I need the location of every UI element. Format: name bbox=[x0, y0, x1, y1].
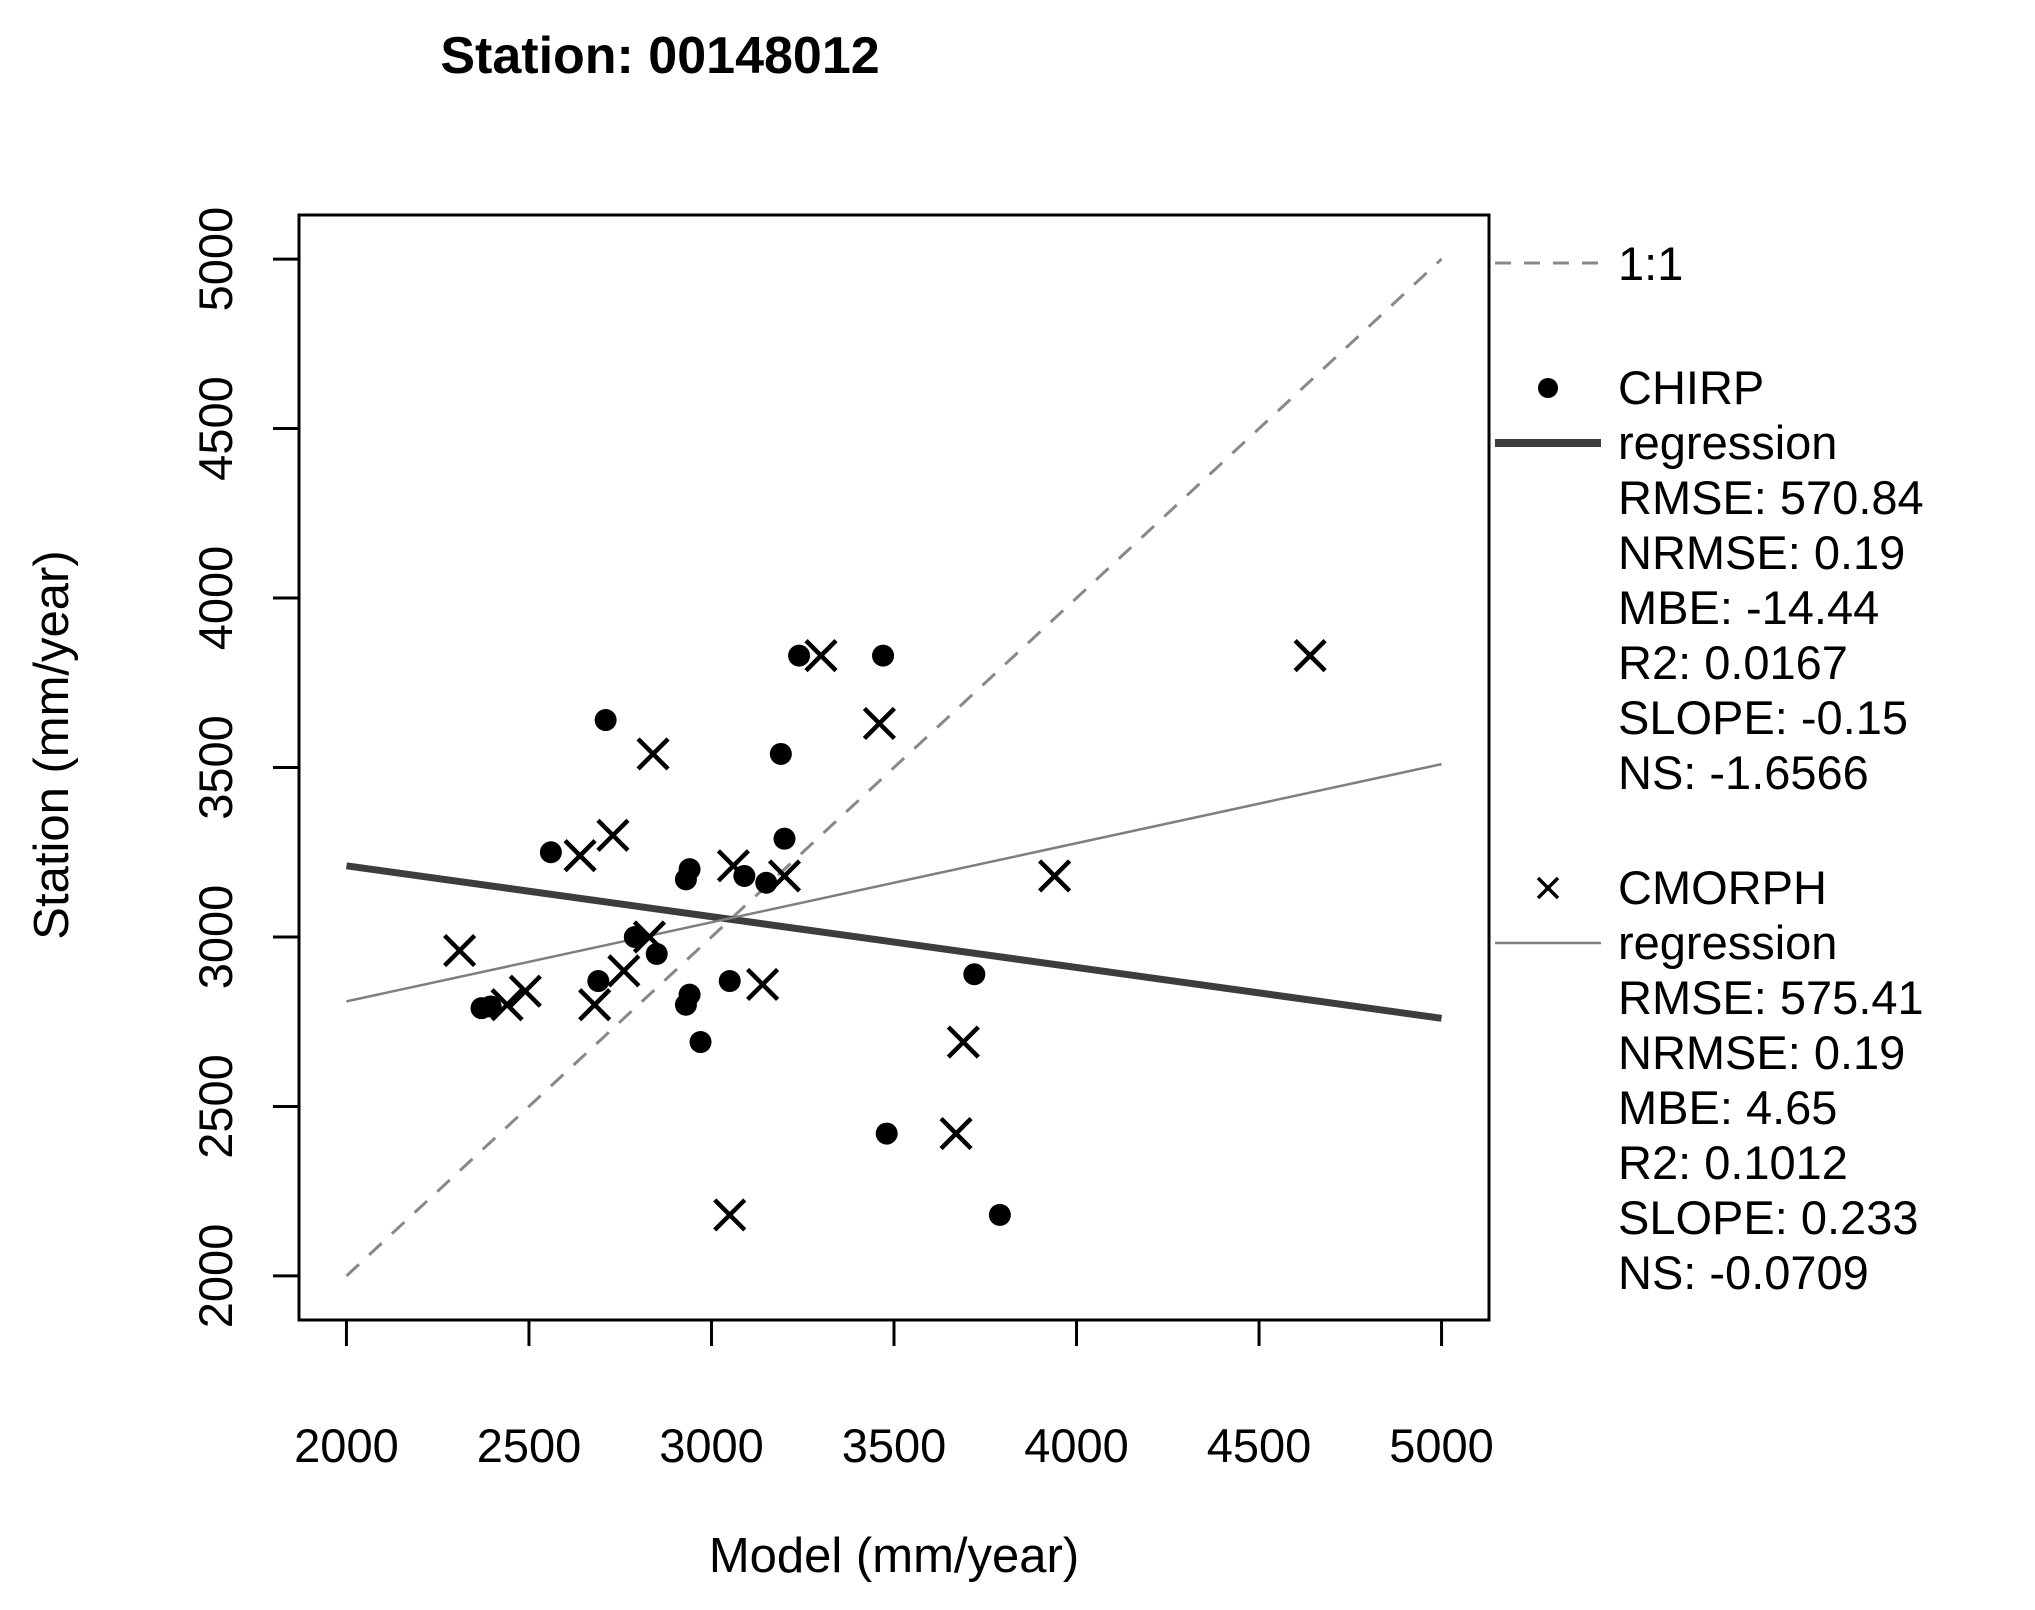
cmorph-point bbox=[636, 737, 670, 771]
x-tick-label: 3000 bbox=[659, 1419, 764, 1472]
cmorph-stat-nrmse: NRMSE: 0.19 bbox=[1618, 1026, 1906, 1079]
legend-entry-cmorph: CMORPH bbox=[1478, 860, 2034, 915]
cmorph-point bbox=[713, 1198, 747, 1232]
cmorph-point bbox=[716, 849, 750, 883]
chirp-stat-rmse: RMSE: 570.84 bbox=[1618, 471, 1924, 524]
legend-entry-cmorph-regression: regression bbox=[1478, 915, 2034, 970]
cmorph-point bbox=[1293, 639, 1327, 673]
cmorph-point bbox=[508, 974, 542, 1008]
x-tick-label: 3500 bbox=[842, 1419, 947, 1472]
filled-dot-icon bbox=[1478, 374, 1618, 402]
legend-cmorph-name: CMORPH bbox=[1618, 861, 1827, 914]
cmorph-point bbox=[939, 1116, 973, 1151]
y-axis-title: Station (mm/year) bbox=[25, 550, 79, 939]
cmorph-stat-rmse: RMSE: 575.41 bbox=[1618, 971, 1924, 1024]
cmorph-point bbox=[1038, 859, 1072, 893]
y-tick-label: 2000 bbox=[189, 1224, 242, 1329]
cmorph-point bbox=[946, 1025, 980, 1059]
chirp-point bbox=[769, 742, 792, 765]
legend-chirp-regression-label: regression bbox=[1618, 416, 1838, 469]
cmorph-stat-slope: SLOPE: 0.233 bbox=[1618, 1191, 1919, 1244]
y-tick-label: 2500 bbox=[189, 1054, 242, 1159]
cmorph-point bbox=[490, 988, 524, 1022]
chirp-point bbox=[755, 871, 778, 894]
chirp-point bbox=[587, 970, 610, 993]
chirp-point bbox=[963, 963, 986, 986]
cmorph-point bbox=[745, 967, 780, 1002]
y-tick-label: 3500 bbox=[189, 715, 242, 820]
legend-1to1-label: 1:1 bbox=[1618, 236, 1684, 290]
chirp-point bbox=[539, 841, 562, 864]
x-tick-label: 4500 bbox=[1207, 1419, 1312, 1472]
legend-block-chirp: CHIRP regression RMSE: 570.84 NRMSE: 0.1… bbox=[1478, 360, 2034, 800]
dashed-line-icon bbox=[1478, 258, 1618, 268]
plot-title: Station: 00148012 bbox=[440, 27, 880, 85]
chirp-point bbox=[594, 709, 617, 732]
chirp-point bbox=[718, 970, 741, 993]
x-tick-label: 5000 bbox=[1389, 1419, 1494, 1472]
cmorph-stats: RMSE: 575.41 NRMSE: 0.19 MBE: 4.65 R2: 0… bbox=[1618, 970, 2034, 1300]
x-marker-icon bbox=[1478, 872, 1618, 904]
y-tick-label: 4000 bbox=[189, 546, 242, 651]
x-tick-label: 2500 bbox=[477, 1419, 582, 1472]
cmorph-point bbox=[563, 839, 597, 873]
thick-line-icon bbox=[1478, 437, 1618, 449]
cmorph-point bbox=[607, 954, 641, 988]
line-cmorph-regression bbox=[346, 762, 1442, 1003]
x-axis-title: Model (mm/year) bbox=[709, 1529, 1079, 1583]
line-1-1 bbox=[345, 257, 1443, 1278]
legend-cmorph-regression-label: regression bbox=[1618, 916, 1838, 969]
legend-entry-chirp: CHIRP bbox=[1478, 360, 2034, 415]
chirp-point bbox=[674, 868, 697, 891]
chirp-point bbox=[872, 644, 895, 667]
chirp-point bbox=[988, 1203, 1011, 1226]
cmorph-point bbox=[862, 706, 896, 741]
y-tick-label: 3000 bbox=[189, 885, 242, 990]
y-tick-label: 5000 bbox=[189, 207, 242, 312]
cmorph-point bbox=[632, 920, 667, 954]
legend-entry-chirp-regression: regression bbox=[1478, 415, 2034, 470]
cmorph-point bbox=[578, 988, 612, 1022]
cmorph-stat-r2: R2: 0.1012 bbox=[1618, 1136, 1848, 1189]
legend-chirp-name: CHIRP bbox=[1618, 361, 1765, 414]
chirp-stat-ns: NS: -1.6566 bbox=[1618, 746, 1869, 799]
legend: 1:1 CHIRP regression RMSE: 570.84 NRMSE:… bbox=[1478, 228, 2034, 1300]
legend-block-cmorph: CMORPH regression RMSE: 575.41 NRMSE: 0.… bbox=[1478, 860, 2034, 1300]
x-tick-label: 2000 bbox=[294, 1419, 399, 1472]
cmorph-point bbox=[443, 933, 477, 968]
chirp-point bbox=[773, 827, 796, 850]
chirp-stat-r2: R2: 0.0167 bbox=[1618, 636, 1848, 689]
cmorph-stat-ns: NS: -0.0709 bbox=[1618, 1246, 1869, 1299]
line-chirp-regression bbox=[345, 862, 1443, 1022]
chirp-point bbox=[689, 1031, 712, 1054]
cmorph-point bbox=[804, 639, 838, 673]
chirp-point bbox=[788, 644, 811, 667]
chirp-stat-mbe: MBE: -14.44 bbox=[1618, 581, 1880, 634]
chirp-point bbox=[623, 925, 646, 948]
chirp-point bbox=[875, 1122, 898, 1145]
thin-line-icon bbox=[1478, 939, 1618, 947]
cmorph-point bbox=[767, 859, 802, 893]
chirp-point bbox=[479, 995, 502, 1018]
chirp-point bbox=[678, 983, 701, 1006]
chirp-stat-nrmse: NRMSE: 0.19 bbox=[1618, 526, 1906, 579]
cmorph-stat-mbe: MBE: 4.65 bbox=[1618, 1081, 1838, 1134]
chirp-stat-slope: SLOPE: -0.15 bbox=[1618, 691, 1908, 744]
cmorph-point bbox=[596, 818, 630, 852]
chirp-stats: RMSE: 570.84 NRMSE: 0.19 MBE: -14.44 R2:… bbox=[1618, 470, 2034, 800]
x-tick-label: 4000 bbox=[1024, 1419, 1129, 1472]
y-tick-label: 4500 bbox=[189, 376, 242, 481]
legend-entry-1to1: 1:1 bbox=[1478, 228, 2034, 298]
